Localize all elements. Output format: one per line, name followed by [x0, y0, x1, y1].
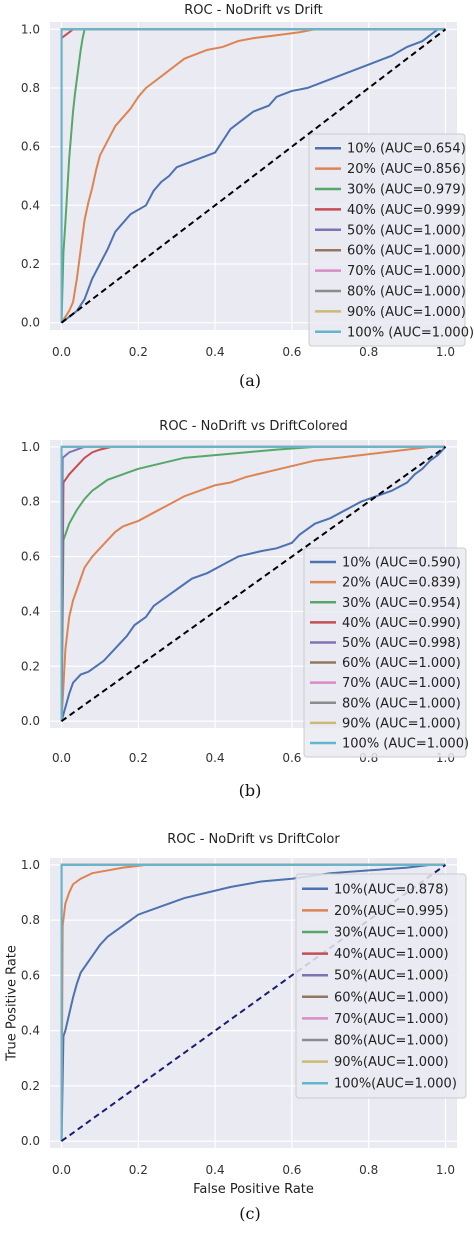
legend-label: 100% (AUC=1.000) [342, 736, 469, 751]
y-tick-label: 0.6 [21, 140, 40, 154]
chart-title: ROC - NoDrift vs DriftColored [159, 419, 347, 434]
legend-label: 80%(AUC=1.000) [334, 1034, 449, 1049]
x-tick-label: 0.6 [282, 1163, 301, 1177]
chart-title: ROC - NoDrift vs Drift [184, 3, 323, 18]
legend-label: 10%(AUC=0.878) [334, 882, 449, 897]
legend-label: 90% (AUC=1.000) [342, 716, 461, 731]
x-tick-label: 0.4 [206, 345, 225, 359]
roc-chart-3: ROC - NoDrift vs DriftColor 0.0 0.0 0.2 0.2 0… [5, 832, 467, 1223]
legend-label: 10% (AUC=0.654) [347, 142, 466, 157]
legend [295, 873, 467, 1099]
roc-series-line [60, 863, 446, 1142]
legend-label: 30% (AUC=0.954) [342, 596, 461, 611]
roc-series-line [60, 446, 447, 722]
legend-label: 20% (AUC=0.856) [347, 162, 466, 177]
y-tick-label: 0.0 [21, 714, 40, 728]
y-tick-label: 0.0 [21, 316, 40, 330]
legend-label: 40% (AUC=0.990) [342, 616, 461, 631]
legend-label: 80% (AUC=1.000) [342, 696, 461, 711]
legend-label: 60% (AUC=1.000) [347, 244, 466, 259]
legend-label: 50%(AUC=1.000) [334, 969, 449, 984]
x-tick-label: 1.0 [436, 1163, 455, 1177]
legend [303, 547, 467, 758]
legend-label: 90% (AUC=1.000) [347, 305, 466, 320]
x-tick-label: 0.8 [359, 1163, 378, 1177]
chance-diagonal-line [60, 446, 447, 722]
y-tick-label: 0.2 [21, 659, 40, 673]
y-tick-label: 0.4 [21, 1024, 40, 1038]
roc-series-line [60, 445, 446, 722]
chance-diagonal-line [60, 28, 447, 324]
x-tick-label: 0.6 [282, 345, 301, 359]
x-tick-label: 0.8 [359, 345, 378, 359]
y-tick-label: 0.8 [21, 495, 40, 509]
y-axis-label: True Positive Rate [5, 945, 20, 1062]
roc-series-line [60, 28, 446, 324]
y-tick-label: 0.4 [21, 604, 40, 618]
roc-series-line [60, 445, 446, 722]
y-tick-label: 0.2 [21, 257, 40, 271]
y-tick-label: 1.0 [21, 440, 40, 454]
roc-series-line [60, 28, 446, 323]
figure-caption: (c) [239, 1204, 260, 1223]
legend-label: 90%(AUC=1.000) [334, 1055, 449, 1070]
y-tick-label: 1.0 [21, 858, 40, 872]
figure-caption: (b) [239, 781, 262, 800]
legend-label: 100%(AUC=1.000) [334, 1077, 457, 1092]
y-tick-label: 0.6 [21, 550, 40, 564]
legend-label: 70%(AUC=1.000) [334, 1012, 449, 1027]
roc-series-line [60, 863, 446, 1142]
y-tick-label: 0.0 [21, 1134, 40, 1148]
legend-label: 30% (AUC=0.979) [347, 183, 466, 198]
chart-title: ROC - NoDrift vs DriftColor [167, 832, 340, 847]
roc-chart-2: ROC - NoDrift vs DriftColored 0.0 0.0 0.2 0.… [21, 419, 469, 800]
roc-chart-1: ROC - NoDrift vs Drift 0.0 0.0 0.2 0.2 0.4 0.4… [21, 3, 474, 390]
legend-label: 80% (AUC=1.000) [347, 285, 466, 300]
legend-label: 30%(AUC=1.000) [334, 926, 449, 941]
y-tick-label: 0.8 [21, 913, 40, 927]
legend-label: 70% (AUC=1.000) [347, 264, 466, 279]
roc-series-line [60, 28, 446, 323]
x-tick-label: 0.0 [52, 345, 71, 359]
x-tick-label: 1.0 [436, 345, 455, 359]
x-axis-label: False Positive Rate [193, 1182, 314, 1197]
legend-label: 10% (AUC=0.590) [342, 556, 461, 571]
legend-label: 40% (AUC=0.999) [347, 203, 466, 218]
roc-series-line [60, 28, 446, 324]
x-tick-label: 0.0 [52, 1163, 71, 1177]
roc-series-line [60, 445, 446, 722]
legend-label: 20%(AUC=0.995) [334, 904, 449, 919]
legend-label: 100% (AUC=1.000) [347, 325, 474, 340]
legend [308, 133, 466, 347]
legend-label: 20% (AUC=0.839) [342, 576, 461, 591]
figure-caption: (a) [239, 371, 261, 390]
legend-label: 60% (AUC=1.000) [342, 656, 461, 671]
x-tick-label: 0.4 [206, 751, 225, 765]
legend-label: 50% (AUC=0.998) [342, 636, 461, 651]
y-tick-label: 0.8 [21, 81, 40, 95]
x-tick-label: 0.0 [52, 751, 71, 765]
legend-label: 60%(AUC=1.000) [334, 990, 449, 1005]
x-tick-label: 0.6 [282, 751, 301, 765]
y-tick-label: 1.0 [21, 22, 40, 36]
y-tick-label: 0.6 [21, 968, 40, 982]
x-tick-label: 0.2 [129, 751, 148, 765]
legend-label: 50% (AUC=1.000) [347, 223, 466, 238]
x-tick-label: 0.4 [206, 1163, 225, 1177]
x-tick-label: 0.2 [129, 345, 148, 359]
legend-label: 40%(AUC=1.000) [334, 947, 449, 962]
y-tick-label: 0.4 [21, 198, 40, 212]
x-tick-label: 0.2 [129, 1163, 148, 1177]
y-tick-label: 0.2 [21, 1079, 40, 1093]
legend-label: 70% (AUC=1.000) [342, 676, 461, 691]
